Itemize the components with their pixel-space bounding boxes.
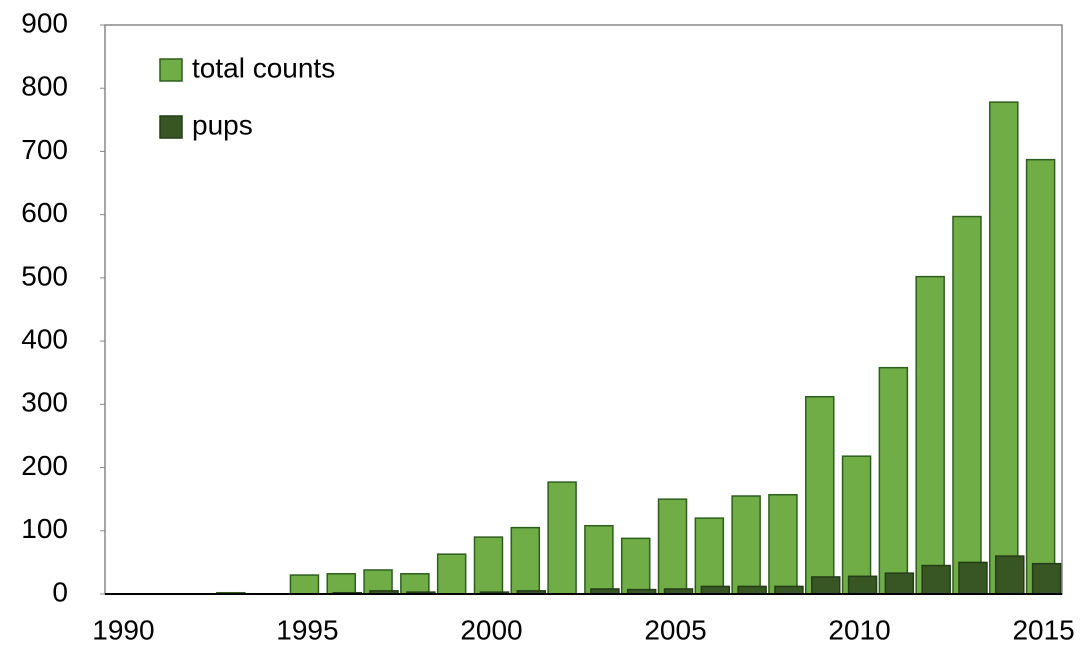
bar bbox=[363, 569, 393, 595]
bar bbox=[731, 495, 761, 595]
y-tick-label: 200 bbox=[21, 450, 68, 481]
legend-swatch bbox=[159, 115, 183, 139]
y-tick-label: 0 bbox=[52, 576, 68, 607]
x-tick-label: 2005 bbox=[644, 614, 706, 645]
bar bbox=[921, 564, 951, 595]
bar bbox=[547, 481, 577, 595]
y-tick-label: 700 bbox=[21, 134, 68, 165]
bar bbox=[289, 574, 320, 595]
legend-label: total counts bbox=[192, 52, 335, 83]
bar bbox=[805, 395, 835, 595]
bar bbox=[884, 572, 915, 595]
bar bbox=[841, 455, 872, 595]
x-tick-label: 2015 bbox=[1012, 614, 1074, 645]
bar bbox=[657, 498, 688, 595]
bar bbox=[774, 585, 804, 595]
x-tick-label: 1995 bbox=[276, 614, 338, 645]
bar bbox=[694, 517, 725, 595]
bar bbox=[847, 575, 878, 595]
y-tick-label: 800 bbox=[21, 71, 68, 102]
y-tick-label: 900 bbox=[21, 7, 68, 38]
y-tick-label: 600 bbox=[21, 197, 68, 228]
bar bbox=[400, 573, 430, 595]
bar bbox=[737, 585, 767, 595]
bar bbox=[811, 576, 841, 595]
x-tick-label: 2010 bbox=[828, 614, 890, 645]
bar bbox=[915, 275, 945, 595]
bar bbox=[989, 101, 1019, 595]
bar bbox=[584, 524, 614, 595]
x-tick-label: 2000 bbox=[460, 614, 522, 645]
bar bbox=[700, 585, 731, 595]
bar bbox=[620, 537, 651, 595]
bar bbox=[878, 366, 909, 595]
y-tick-label: 300 bbox=[21, 387, 68, 418]
bar bbox=[326, 573, 356, 595]
bar bbox=[473, 536, 504, 595]
bar bbox=[1025, 158, 1056, 595]
bar bbox=[952, 215, 982, 595]
x-tick-label: 1990 bbox=[92, 614, 154, 645]
legend-swatch bbox=[159, 58, 183, 82]
bar bbox=[768, 493, 798, 595]
y-tick-label: 500 bbox=[21, 260, 68, 291]
y-tick-label: 400 bbox=[21, 324, 68, 355]
bar bbox=[958, 561, 988, 595]
y-tick-label: 100 bbox=[21, 513, 68, 544]
bar bbox=[510, 526, 541, 595]
bar bbox=[1031, 562, 1062, 595]
bar bbox=[995, 555, 1025, 595]
legend-label: pups bbox=[192, 109, 253, 140]
bar bbox=[436, 553, 467, 595]
